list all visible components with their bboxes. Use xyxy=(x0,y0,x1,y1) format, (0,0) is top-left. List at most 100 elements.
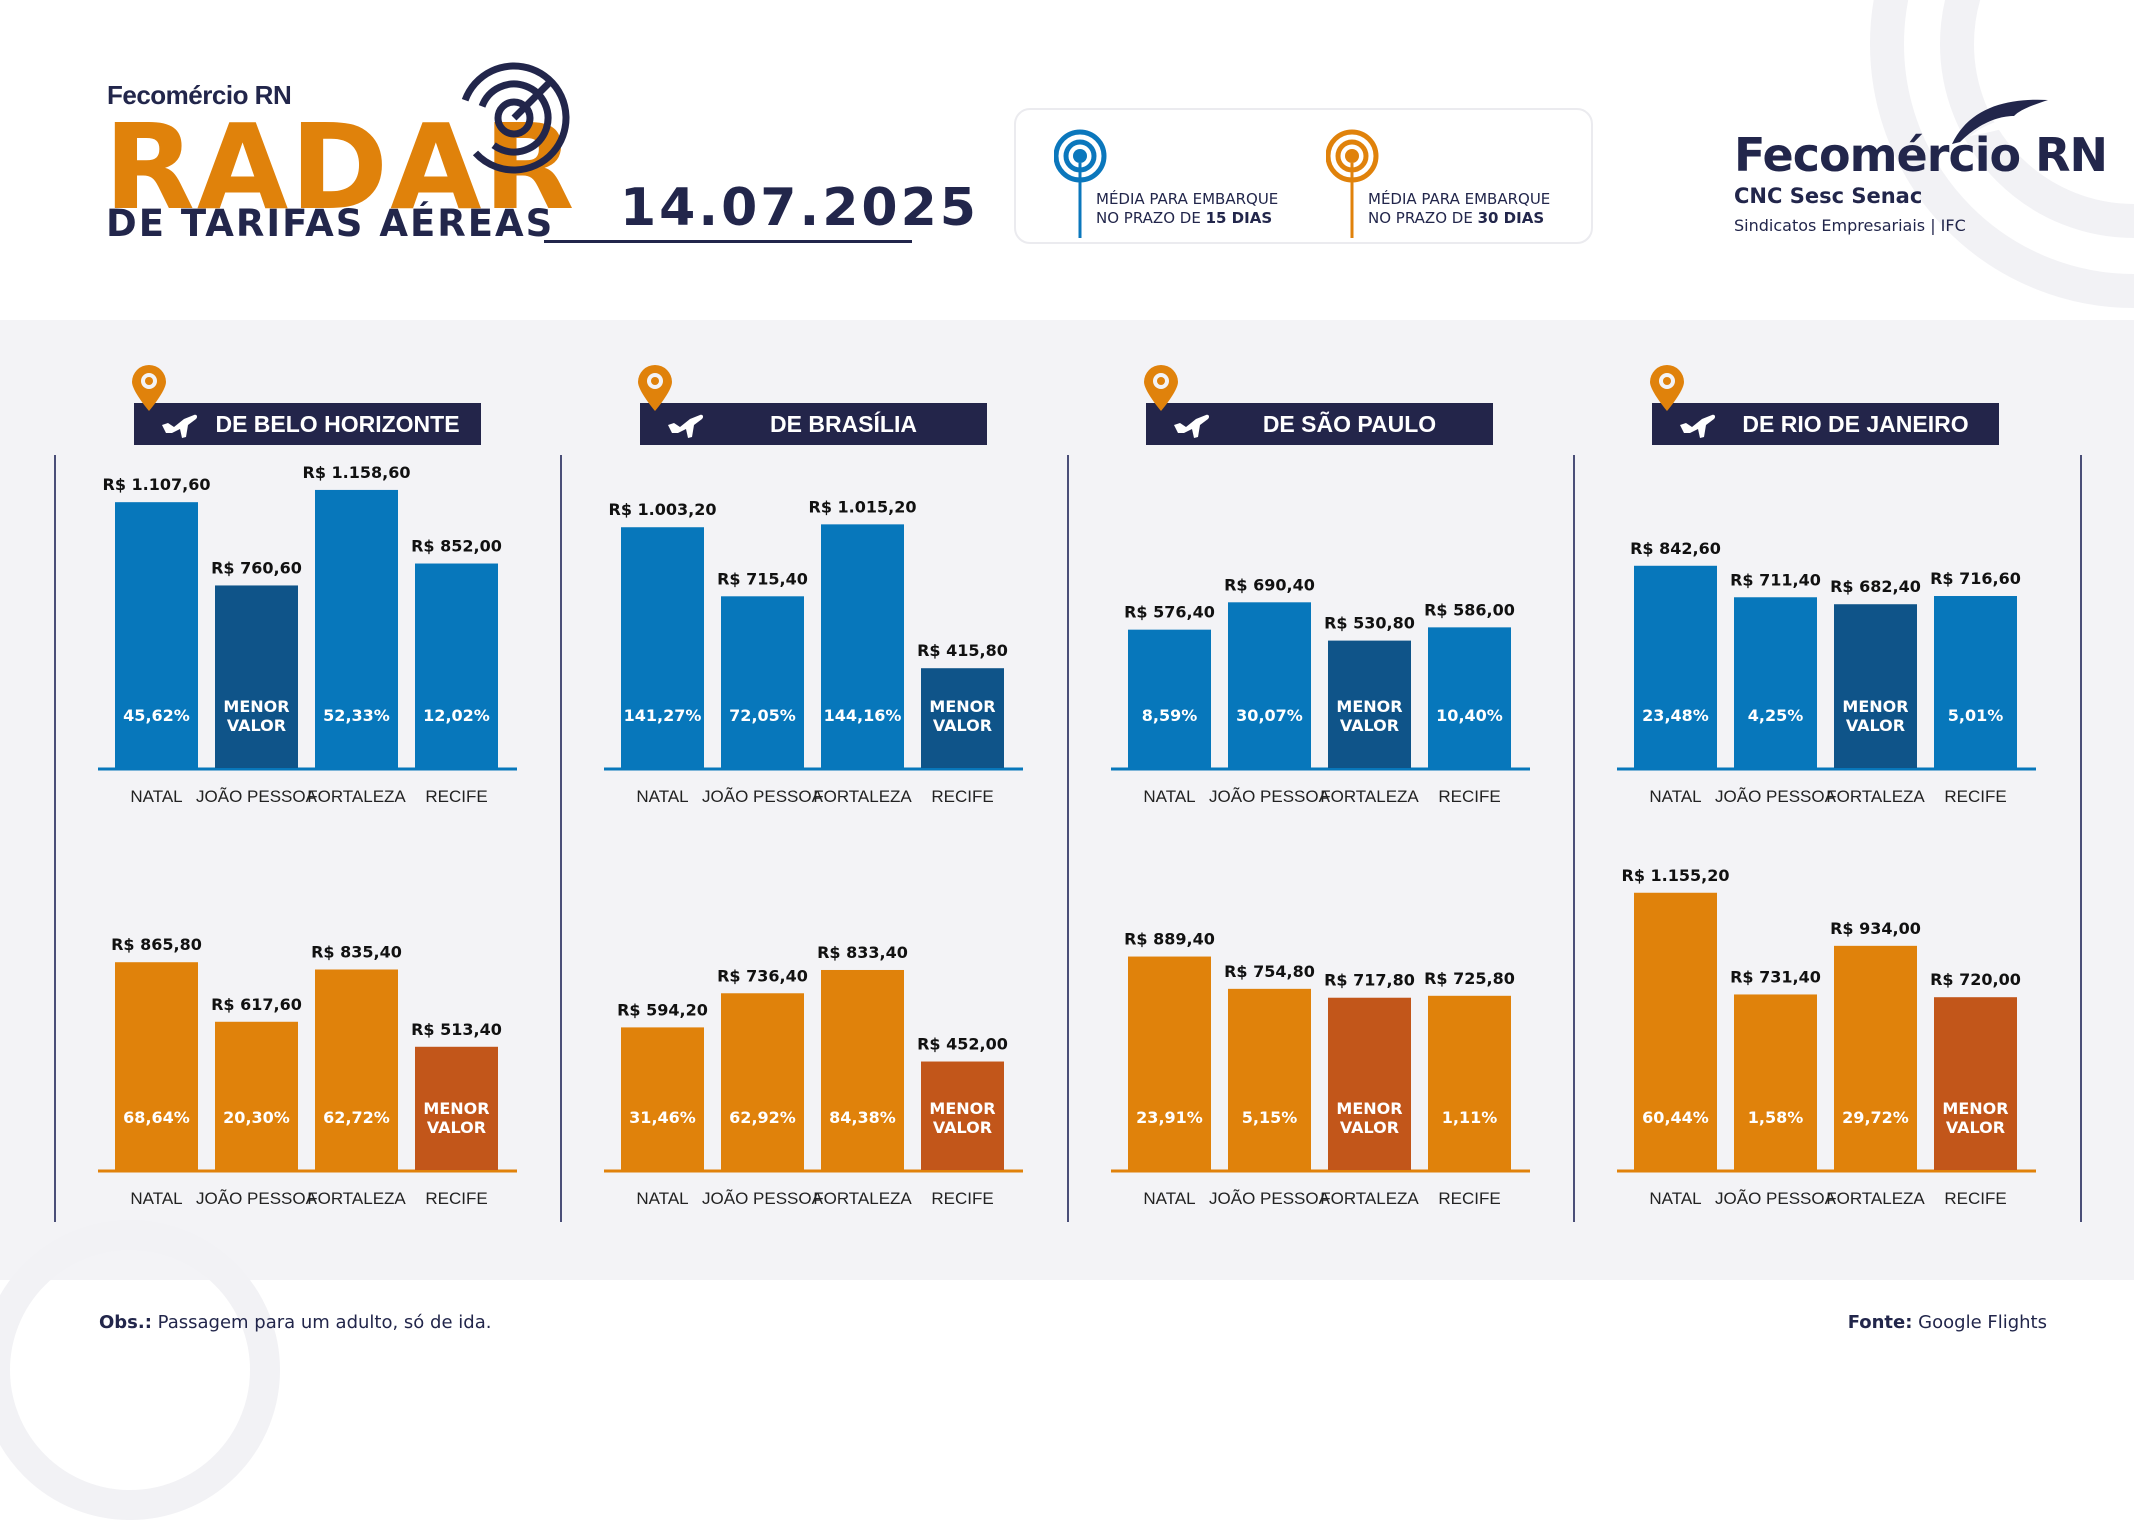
percent-label: 141,27% xyxy=(624,706,702,725)
category-label: NATAL xyxy=(1143,787,1195,806)
bar xyxy=(1428,627,1511,768)
percent-label: 52,33% xyxy=(323,706,390,725)
panel-divider xyxy=(54,455,56,1222)
value-label: R$ 715,40 xyxy=(717,569,808,588)
percent-label: 20,30% xyxy=(223,1108,290,1127)
panel-divider xyxy=(1067,455,1069,1222)
bar xyxy=(115,502,198,768)
legend-item-15-days: MÉDIA PARA EMBARQUE NO PRAZO DE 15 DIAS xyxy=(1053,128,1278,243)
lowest-value-label: MENOR xyxy=(929,1099,995,1118)
value-label: R$ 736,40 xyxy=(717,966,808,985)
value-label: R$ 1.015,20 xyxy=(809,497,917,516)
legend-line2: NO PRAZO DE xyxy=(1096,209,1206,227)
category-label: JOÃO PESSOA xyxy=(1715,787,1837,806)
legend-line1: MÉDIA PARA EMBARQUE xyxy=(1096,190,1279,208)
category-label: FORTALEZA xyxy=(307,787,406,806)
value-label: R$ 716,60 xyxy=(1930,569,2021,588)
location-pin-icon xyxy=(132,365,166,411)
bar xyxy=(215,585,298,768)
brand-logo-small: Fecomércio RN xyxy=(107,80,292,110)
bar xyxy=(1934,596,2017,768)
category-label: RECIFE xyxy=(1438,1189,1500,1208)
lowest-value-label: MENOR xyxy=(1842,697,1908,716)
category-label: NATAL xyxy=(130,787,182,806)
category-label: FORTALEZA xyxy=(307,1189,406,1208)
bar xyxy=(415,563,498,768)
bar xyxy=(115,962,198,1170)
bar xyxy=(1328,997,1411,1170)
value-label: R$ 1.158,60 xyxy=(303,463,411,482)
logo-name: Fecomércio RN xyxy=(1734,128,2108,182)
panel-title: DE SÃO PAULO xyxy=(1262,411,1437,437)
category-label: FORTALEZA xyxy=(1320,1189,1419,1208)
value-label: R$ 415,80 xyxy=(917,641,1008,660)
percent-label: 30,07% xyxy=(1236,706,1303,725)
bar xyxy=(1734,597,1817,768)
value-label: R$ 682,40 xyxy=(1830,577,1921,596)
category-label: JOÃO PESSOA xyxy=(1715,1189,1837,1208)
airplane-icon xyxy=(1680,414,1716,438)
legend-label: MÉDIA PARA EMBARQUE NO PRAZO DE 15 DIAS xyxy=(1096,190,1316,228)
bar xyxy=(1934,997,2017,1170)
category-label: JOÃO PESSOA xyxy=(702,1189,824,1208)
bar xyxy=(621,1027,704,1170)
legend-label: MÉDIA PARA EMBARQUE NO PRAZO DE 30 DIAS xyxy=(1368,190,1588,228)
lowest-value-label: VALOR xyxy=(1846,716,1905,735)
observation-note: Obs.: Passagem para um adulto, só de ida… xyxy=(99,1312,491,1333)
percent-label: 68,64% xyxy=(123,1108,190,1127)
source-label: Fonte: xyxy=(1847,1312,1913,1333)
logo-partners: CNC Sesc Senac xyxy=(1734,184,1923,208)
percent-label: 144,16% xyxy=(824,706,902,725)
legend-item-30-days: MÉDIA PARA EMBARQUE NO PRAZO DE 30 DIAS xyxy=(1325,128,1550,243)
bar xyxy=(921,1061,1004,1170)
category-label: NATAL xyxy=(1649,787,1701,806)
lowest-value-label: MENOR xyxy=(1336,1099,1402,1118)
value-label: R$ 690,40 xyxy=(1224,575,1315,594)
category-label: JOÃO PESSOA xyxy=(196,1189,318,1208)
category-label: JOÃO PESSOA xyxy=(196,787,318,806)
value-label: R$ 617,60 xyxy=(211,995,302,1014)
value-label: R$ 760,60 xyxy=(211,558,302,577)
bar xyxy=(1228,602,1311,768)
bar xyxy=(821,524,904,768)
category-label: NATAL xyxy=(130,1189,182,1208)
category-label: RECIFE xyxy=(931,787,993,806)
percent-label: 1,58% xyxy=(1748,1108,1804,1127)
category-label: RECIFE xyxy=(1438,787,1500,806)
lowest-value-label: MENOR xyxy=(223,697,289,716)
category-label: NATAL xyxy=(1143,1189,1195,1208)
value-label: R$ 731,40 xyxy=(1730,967,1821,986)
lowest-value-label: VALOR xyxy=(427,1118,486,1137)
bar xyxy=(721,993,804,1170)
value-label: R$ 717,80 xyxy=(1324,971,1415,990)
category-label: JOÃO PESSOA xyxy=(702,787,824,806)
lowest-value-label: VALOR xyxy=(933,716,992,735)
category-label: NATAL xyxy=(1649,1189,1701,1208)
decorative-arc xyxy=(0,1220,280,1520)
lowest-value-label: MENOR xyxy=(1336,697,1402,716)
lowest-value-label: MENOR xyxy=(929,697,995,716)
value-label: R$ 711,40 xyxy=(1730,570,1821,589)
category-label: FORTALEZA xyxy=(813,1189,912,1208)
percent-label: 84,38% xyxy=(829,1108,896,1127)
legend-line2: NO PRAZO DE xyxy=(1368,209,1478,227)
value-label: R$ 725,80 xyxy=(1424,969,1515,988)
category-label: FORTALEZA xyxy=(1320,787,1419,806)
panel-header-rio-de-janeiro: DE RIO DE JANEIRO xyxy=(1650,365,1999,445)
percent-label: 23,91% xyxy=(1136,1108,1203,1127)
bar xyxy=(1128,629,1211,768)
value-label: R$ 576,40 xyxy=(1124,603,1215,622)
legend-line2-bold: 30 DIAS xyxy=(1477,209,1545,227)
category-label: FORTALEZA xyxy=(1826,787,1925,806)
value-label: R$ 754,80 xyxy=(1224,962,1315,981)
panel-divider xyxy=(560,455,562,1222)
value-label: R$ 865,80 xyxy=(111,935,202,954)
percent-label: 5,15% xyxy=(1242,1108,1298,1127)
airplane-icon xyxy=(668,414,704,438)
lowest-value-label: MENOR xyxy=(1942,1099,2008,1118)
lowest-value-label: VALOR xyxy=(1340,716,1399,735)
value-label: R$ 842,60 xyxy=(1630,539,1721,558)
page-subtitle: DE TARIFAS AÉREAS xyxy=(106,202,555,245)
panel-header-brasilia: DE BRASÍLIA xyxy=(638,365,987,445)
panel-header-sao-paulo: DE SÃO PAULO xyxy=(1144,365,1493,445)
